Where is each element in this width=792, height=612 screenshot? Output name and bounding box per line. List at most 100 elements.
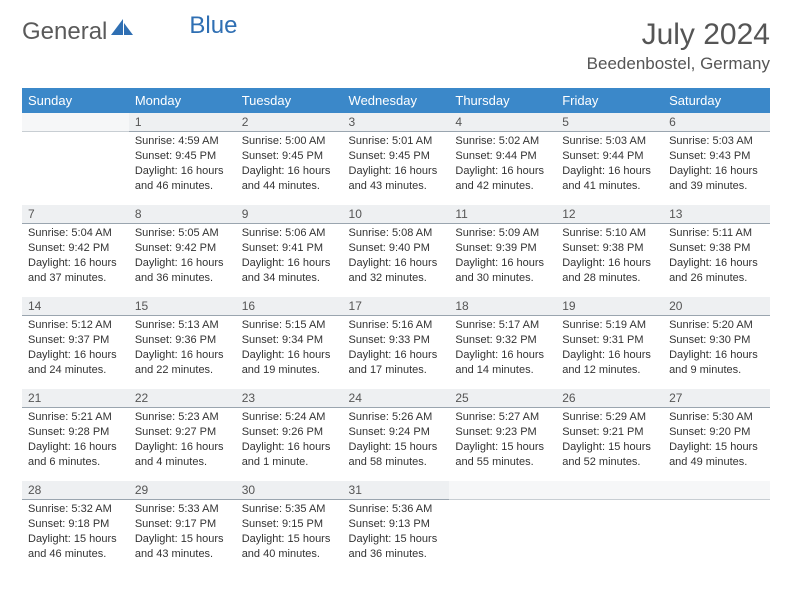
day-number: 1	[129, 113, 236, 132]
calendar-row: 7Sunrise: 5:04 AMSunset: 9:42 PMDaylight…	[22, 205, 770, 297]
day-number	[663, 481, 770, 500]
day-number: 7	[22, 205, 129, 224]
day-details: Sunrise: 5:09 AMSunset: 9:39 PMDaylight:…	[449, 224, 556, 289]
day-cell: 3Sunrise: 5:01 AMSunset: 9:45 PMDaylight…	[343, 113, 450, 205]
day-details: Sunrise: 5:27 AMSunset: 9:23 PMDaylight:…	[449, 408, 556, 473]
day-details: Sunrise: 5:11 AMSunset: 9:38 PMDaylight:…	[663, 224, 770, 289]
day-cell: 14Sunrise: 5:12 AMSunset: 9:37 PMDayligh…	[22, 297, 129, 389]
day-details: Sunrise: 5:06 AMSunset: 9:41 PMDaylight:…	[236, 224, 343, 289]
day-number: 30	[236, 481, 343, 500]
day-number: 6	[663, 113, 770, 132]
day-number: 28	[22, 481, 129, 500]
day-number: 10	[343, 205, 450, 224]
day-details: Sunrise: 5:10 AMSunset: 9:38 PMDaylight:…	[556, 224, 663, 289]
day-number: 27	[663, 389, 770, 408]
logo-text-2: Blue	[189, 12, 237, 40]
calendar-row: 1Sunrise: 4:59 AMSunset: 9:45 PMDaylight…	[22, 113, 770, 205]
day-number: 22	[129, 389, 236, 408]
day-cell: 15Sunrise: 5:13 AMSunset: 9:36 PMDayligh…	[129, 297, 236, 389]
day-details: Sunrise: 5:16 AMSunset: 9:33 PMDaylight:…	[343, 316, 450, 381]
day-details: Sunrise: 5:04 AMSunset: 9:42 PMDaylight:…	[22, 224, 129, 289]
day-number: 12	[556, 205, 663, 224]
day-number: 25	[449, 389, 556, 408]
day-details: Sunrise: 5:36 AMSunset: 9:13 PMDaylight:…	[343, 500, 450, 565]
day-cell: 10Sunrise: 5:08 AMSunset: 9:40 PMDayligh…	[343, 205, 450, 297]
day-cell: 18Sunrise: 5:17 AMSunset: 9:32 PMDayligh…	[449, 297, 556, 389]
day-number: 18	[449, 297, 556, 316]
weekday-header-row: SundayMondayTuesdayWednesdayThursdayFrid…	[22, 88, 770, 113]
day-details: Sunrise: 5:23 AMSunset: 9:27 PMDaylight:…	[129, 408, 236, 473]
day-cell: 22Sunrise: 5:23 AMSunset: 9:27 PMDayligh…	[129, 389, 236, 481]
day-cell: 11Sunrise: 5:09 AMSunset: 9:39 PMDayligh…	[449, 205, 556, 297]
day-cell: 13Sunrise: 5:11 AMSunset: 9:38 PMDayligh…	[663, 205, 770, 297]
day-cell: 29Sunrise: 5:33 AMSunset: 9:17 PMDayligh…	[129, 481, 236, 573]
calendar-table: SundayMondayTuesdayWednesdayThursdayFrid…	[22, 88, 770, 573]
day-cell: 31Sunrise: 5:36 AMSunset: 9:13 PMDayligh…	[343, 481, 450, 573]
day-details: Sunrise: 4:59 AMSunset: 9:45 PMDaylight:…	[129, 132, 236, 197]
day-details: Sunrise: 5:08 AMSunset: 9:40 PMDaylight:…	[343, 224, 450, 289]
day-cell: 24Sunrise: 5:26 AMSunset: 9:24 PMDayligh…	[343, 389, 450, 481]
day-cell: 5Sunrise: 5:03 AMSunset: 9:44 PMDaylight…	[556, 113, 663, 205]
day-number: 17	[343, 297, 450, 316]
calendar-body: 1Sunrise: 4:59 AMSunset: 9:45 PMDaylight…	[22, 113, 770, 573]
weekday-header: Monday	[129, 88, 236, 113]
day-details: Sunrise: 5:03 AMSunset: 9:44 PMDaylight:…	[556, 132, 663, 197]
day-details: Sunrise: 5:35 AMSunset: 9:15 PMDaylight:…	[236, 500, 343, 565]
weekday-header: Tuesday	[236, 88, 343, 113]
logo: General Blue	[22, 18, 181, 46]
day-cell: 23Sunrise: 5:24 AMSunset: 9:26 PMDayligh…	[236, 389, 343, 481]
title-block: July 2024 Beedenbostel, Germany	[587, 18, 770, 74]
day-details: Sunrise: 5:29 AMSunset: 9:21 PMDaylight:…	[556, 408, 663, 473]
logo-text-1: General	[22, 18, 107, 46]
day-number: 26	[556, 389, 663, 408]
day-number: 31	[343, 481, 450, 500]
day-cell: 2Sunrise: 5:00 AMSunset: 9:45 PMDaylight…	[236, 113, 343, 205]
day-details: Sunrise: 5:24 AMSunset: 9:26 PMDaylight:…	[236, 408, 343, 473]
empty-cell	[556, 481, 663, 573]
day-number: 29	[129, 481, 236, 500]
day-number: 3	[343, 113, 450, 132]
day-number: 2	[236, 113, 343, 132]
day-cell: 6Sunrise: 5:03 AMSunset: 9:43 PMDaylight…	[663, 113, 770, 205]
empty-cell	[449, 481, 556, 573]
day-number: 16	[236, 297, 343, 316]
day-number	[22, 113, 129, 132]
day-cell: 27Sunrise: 5:30 AMSunset: 9:20 PMDayligh…	[663, 389, 770, 481]
day-cell: 17Sunrise: 5:16 AMSunset: 9:33 PMDayligh…	[343, 297, 450, 389]
day-number: 23	[236, 389, 343, 408]
day-cell: 8Sunrise: 5:05 AMSunset: 9:42 PMDaylight…	[129, 205, 236, 297]
day-cell: 28Sunrise: 5:32 AMSunset: 9:18 PMDayligh…	[22, 481, 129, 573]
day-number: 14	[22, 297, 129, 316]
day-number: 13	[663, 205, 770, 224]
day-number	[556, 481, 663, 500]
weekday-header: Thursday	[449, 88, 556, 113]
day-details: Sunrise: 5:05 AMSunset: 9:42 PMDaylight:…	[129, 224, 236, 289]
day-details: Sunrise: 5:20 AMSunset: 9:30 PMDaylight:…	[663, 316, 770, 381]
day-cell: 1Sunrise: 4:59 AMSunset: 9:45 PMDaylight…	[129, 113, 236, 205]
location-label: Beedenbostel, Germany	[587, 54, 770, 74]
day-number	[449, 481, 556, 500]
header: General Blue July 2024 Beedenbostel, Ger…	[22, 18, 770, 74]
page-title: July 2024	[587, 18, 770, 52]
empty-cell	[22, 113, 129, 205]
logo-sail-icon	[111, 16, 133, 44]
weekday-header: Sunday	[22, 88, 129, 113]
day-cell: 21Sunrise: 5:21 AMSunset: 9:28 PMDayligh…	[22, 389, 129, 481]
day-details: Sunrise: 5:13 AMSunset: 9:36 PMDaylight:…	[129, 316, 236, 381]
empty-cell	[663, 481, 770, 573]
day-number: 21	[22, 389, 129, 408]
day-number: 11	[449, 205, 556, 224]
day-number: 5	[556, 113, 663, 132]
weekday-header: Wednesday	[343, 88, 450, 113]
day-details: Sunrise: 5:03 AMSunset: 9:43 PMDaylight:…	[663, 132, 770, 197]
weekday-header: Friday	[556, 88, 663, 113]
day-cell: 9Sunrise: 5:06 AMSunset: 9:41 PMDaylight…	[236, 205, 343, 297]
day-number: 4	[449, 113, 556, 132]
weekday-header: Saturday	[663, 88, 770, 113]
day-cell: 7Sunrise: 5:04 AMSunset: 9:42 PMDaylight…	[22, 205, 129, 297]
day-details: Sunrise: 5:19 AMSunset: 9:31 PMDaylight:…	[556, 316, 663, 381]
day-cell: 25Sunrise: 5:27 AMSunset: 9:23 PMDayligh…	[449, 389, 556, 481]
day-cell: 16Sunrise: 5:15 AMSunset: 9:34 PMDayligh…	[236, 297, 343, 389]
day-details: Sunrise: 5:21 AMSunset: 9:28 PMDaylight:…	[22, 408, 129, 473]
day-number: 15	[129, 297, 236, 316]
